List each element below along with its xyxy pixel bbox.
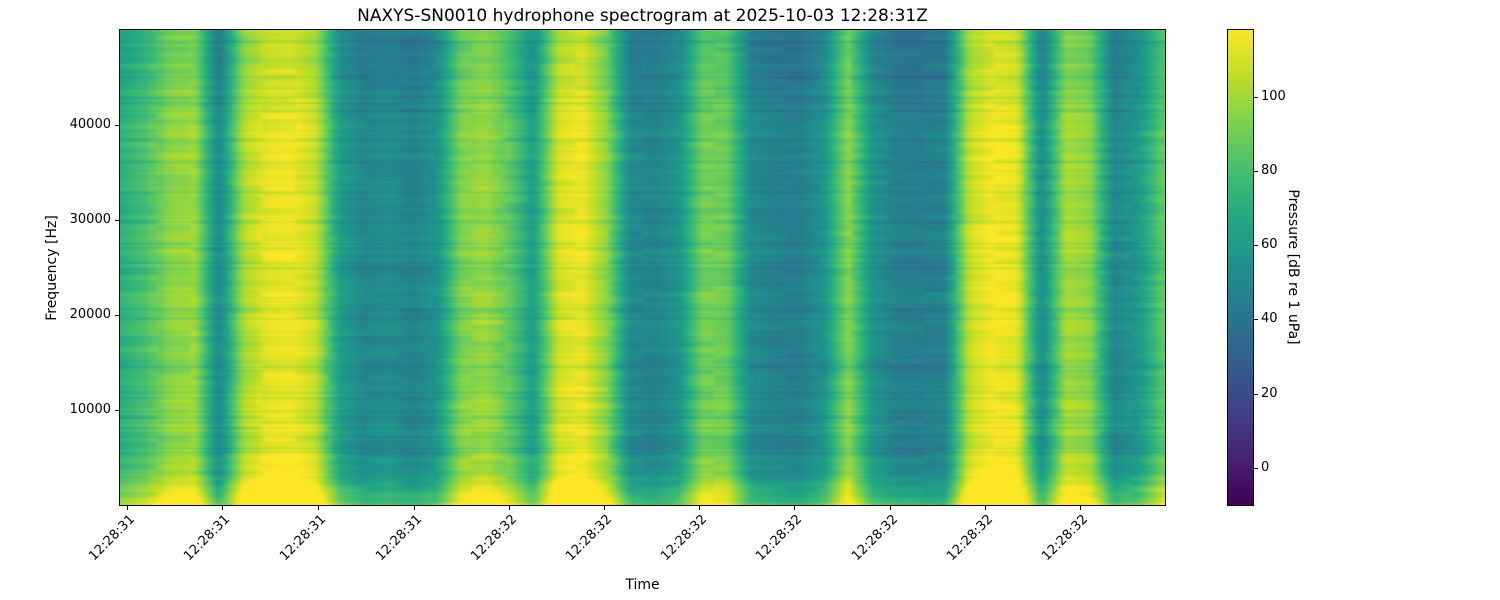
colorbar-tick-label: 0 [1261, 460, 1270, 475]
colorbar-tick-mark [1254, 245, 1258, 246]
x-tick-label: 12:28:31 [180, 512, 233, 564]
chart-title: NAXYS-SN0010 hydrophone spectrogram at 2… [357, 6, 928, 26]
plot-area-frame [119, 29, 1166, 506]
colorbar-label: Pressure [dB re 1 uPa] [1285, 189, 1301, 345]
colorbar-tick-label: 40 [1261, 311, 1278, 326]
spectrogram-canvas [120, 30, 1165, 505]
colorbar-tick-mark [1254, 394, 1258, 395]
colorbar-frame [1227, 29, 1254, 506]
x-tick-mark [318, 506, 319, 510]
y-tick-mark [115, 315, 119, 316]
x-tick-mark [127, 506, 128, 510]
y-tick-label: 20000 [69, 307, 111, 322]
x-axis-label: Time [625, 577, 660, 593]
x-tick-label: 12:28:31 [276, 512, 329, 564]
x-tick-label: 12:28:32 [943, 512, 996, 564]
y-tick-mark [115, 220, 119, 221]
x-tick-mark [1080, 506, 1081, 510]
x-tick-label: 12:28:32 [467, 512, 520, 564]
x-tick-mark [794, 506, 795, 510]
colorbar-tick-label: 20 [1261, 386, 1278, 401]
x-tick-label: 12:28:31 [85, 512, 138, 564]
y-axis-label: Frequency [Hz] [44, 215, 60, 321]
x-tick-mark [222, 506, 223, 510]
colorbar-gradient [1228, 30, 1253, 505]
x-tick-mark [985, 506, 986, 510]
y-tick-mark [115, 125, 119, 126]
x-tick-mark [509, 506, 510, 510]
y-tick-label: 10000 [69, 402, 111, 417]
y-tick-label: 30000 [69, 212, 111, 227]
x-tick-mark [699, 506, 700, 510]
y-tick-label: 40000 [69, 117, 111, 132]
colorbar-tick-label: 100 [1261, 89, 1286, 104]
colorbar-tick-mark [1254, 171, 1258, 172]
x-tick-label: 12:28:32 [562, 512, 615, 564]
x-tick-label: 12:28:32 [848, 512, 901, 564]
colorbar-tick-mark [1254, 319, 1258, 320]
x-tick-mark [414, 506, 415, 510]
colorbar-tick-label: 60 [1261, 237, 1278, 252]
x-tick-label: 12:28:32 [752, 512, 805, 564]
y-tick-mark [115, 410, 119, 411]
colorbar-tick-mark [1254, 97, 1258, 98]
x-tick-label: 12:28:31 [372, 512, 425, 564]
x-tick-mark [890, 506, 891, 510]
colorbar-tick-label: 80 [1261, 163, 1278, 178]
colorbar-tick-mark [1254, 468, 1258, 469]
x-tick-label: 12:28:32 [657, 512, 710, 564]
x-tick-label: 12:28:32 [1038, 512, 1091, 564]
x-tick-mark [604, 506, 605, 510]
